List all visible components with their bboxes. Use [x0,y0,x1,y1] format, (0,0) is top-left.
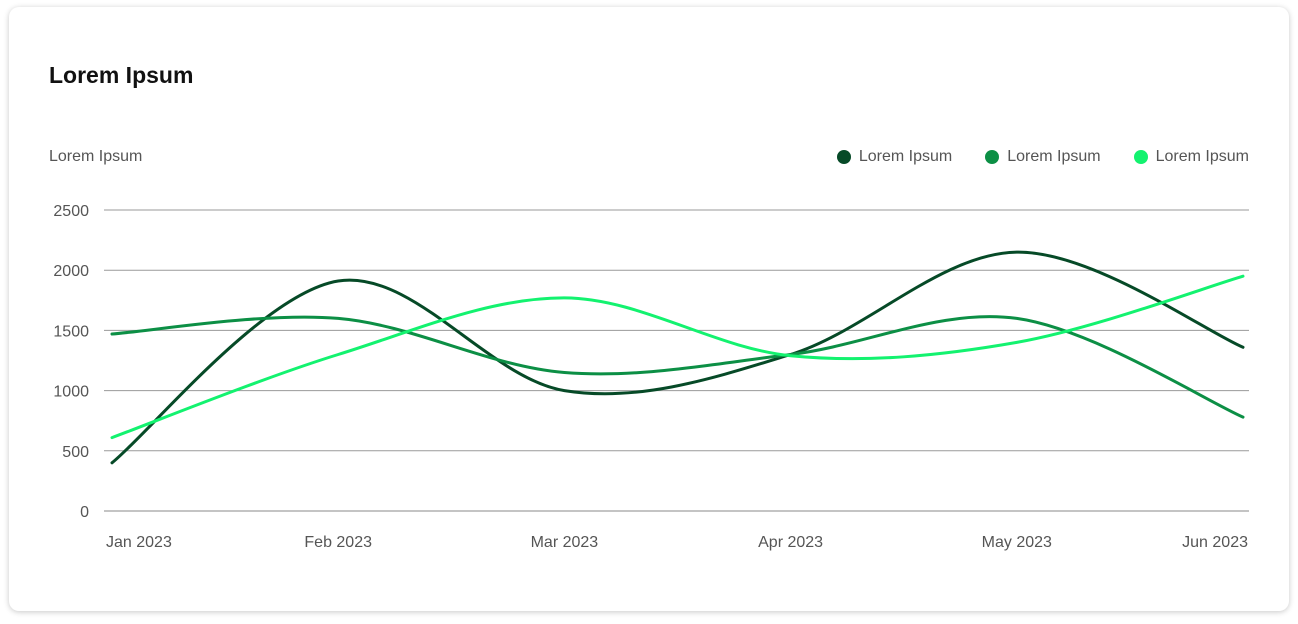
series-line-1[interactable] [110,250,1245,465]
legend-dot-icon [1133,150,1148,164]
series-line-2[interactable] [110,315,1245,419]
y-tick-label: 1000 [53,384,89,401]
card-title: Lorem Ipsum [49,62,194,88]
legend-label: Lorem Ipsum [858,148,953,165]
legend-item-series-1[interactable]: Lorem Ipsum [836,148,953,166]
y-tick-label: 0 [80,504,89,521]
legend-label: Lorem Ipsum [1007,148,1101,165]
legend-dot-icon [985,150,1000,164]
chart-card: Lorem Ipsum Lorem Ipsum Lorem Ipsum Lore… [9,7,1289,611]
y-tick-label: 2000 [53,263,89,280]
x-tick-label: Feb 2023 [304,534,372,551]
x-tick-label: Apr 2023 [758,534,823,551]
y-tick-label: 500 [62,444,89,461]
x-axis-ticks: Jan 2023 Feb 2023 Mar 2023 Apr 2023 May 2023… [106,534,1248,551]
x-tick-label: Jun 2023 [1182,534,1248,551]
legend-item-series-2[interactable]: Lorem Ipsum [985,148,1101,166]
y-tick-label: 2500 [53,203,89,220]
x-tick-label: Jan 2023 [106,534,172,551]
y-axis-ticks: 0 500 1000 1500 2000 2500 [53,203,89,521]
legend-dot-icon [836,150,851,164]
series-lines [110,250,1245,465]
y-axis-label: Lorem Ipsum [49,148,143,165]
chart-legend: Lorem Ipsum Lorem Ipsum Lorem Ipsum [836,148,1249,166]
series-line-3[interactable] [110,274,1245,440]
x-tick-label: May 2023 [982,534,1052,551]
legend-item-series-3[interactable]: Lorem Ipsum [1133,148,1249,166]
legend-label: Lorem Ipsum [1155,148,1249,165]
x-tick-label: Mar 2023 [531,534,599,551]
y-tick-label: 1500 [53,323,89,340]
grid-lines [104,209,1249,512]
